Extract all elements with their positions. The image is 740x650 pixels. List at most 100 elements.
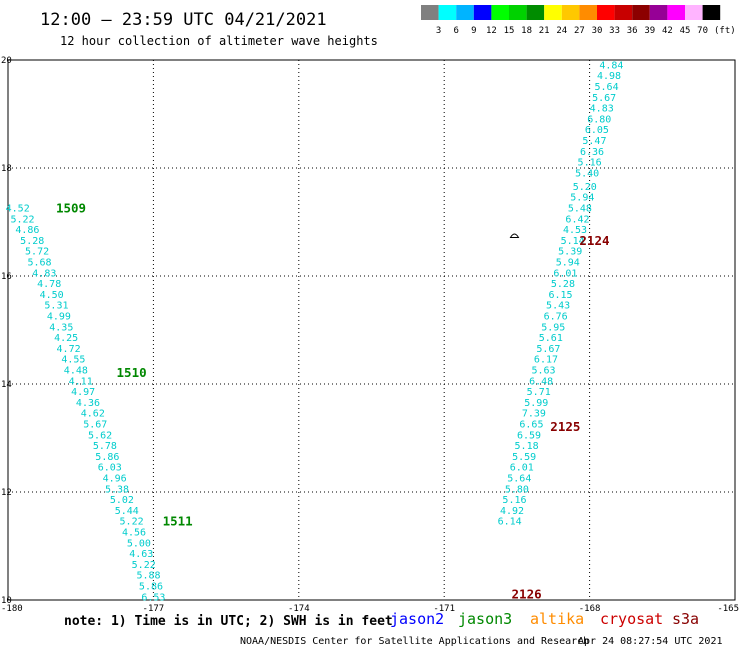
swh-value-cryosat: 6.76 <box>544 312 568 323</box>
swh-value-jason3: 4.11 <box>69 376 93 387</box>
color-scale-legend: 3 6 9 12 15 18 21 24 27 30 33 36 39 42 45 70 <box>421 5 721 36</box>
color-scale-label: 33 <box>609 26 620 36</box>
color-scale-label: 45 <box>680 26 691 36</box>
swh-value-cryosat: 5.94 <box>570 193 594 204</box>
island-shape <box>509 233 520 238</box>
swh-value-jason3: 5.86 <box>95 452 119 463</box>
footer-note: note: 1) Time is in UTC; 2) SWH is in fe… <box>64 614 393 629</box>
pass-number-label: 2125 <box>550 419 580 434</box>
color-scale-swatch <box>685 5 703 20</box>
x-tick-label: -168 <box>579 604 601 614</box>
satellite-legend-jason3: jason3 <box>458 610 512 628</box>
swh-value-cryosat: 7.39 <box>522 409 546 420</box>
swh-value-cryosat: 5.71 <box>527 387 551 398</box>
swh-value-jason3: 4.50 <box>40 290 64 301</box>
color-scale-label: 15 <box>504 26 515 36</box>
y-tick-label: 10 <box>1 596 12 606</box>
swh-value-jason3: 5.22 <box>132 560 156 571</box>
pass-number-label: 1509 <box>56 201 86 216</box>
pass-number-label: 1511 <box>163 514 193 529</box>
color-scale-swatch <box>702 5 721 20</box>
satellite-legend-cryosat: cryosat <box>600 610 663 628</box>
swh-value-jason3: 6.53 <box>141 592 165 603</box>
swh-value-cryosat: 5.43 <box>546 301 570 312</box>
swh-value-cryosat: 5.39 <box>558 247 582 258</box>
swh-value-jason3: 4.56 <box>122 528 146 539</box>
swh-value-cryosat: 4.83 <box>590 104 614 115</box>
x-tick-label: -171 <box>433 604 455 614</box>
color-scale-swatch <box>473 5 492 20</box>
swh-value-cryosat: 6.05 <box>585 125 609 136</box>
color-scale-label: 70 <box>697 26 708 36</box>
y-tick-label: 12 <box>1 488 12 498</box>
swh-value-jason3: 4.97 <box>71 387 95 398</box>
swh-value-cryosat: 5.47 <box>582 136 606 147</box>
swh-value-cryosat: 5.94 <box>556 258 580 269</box>
swh-value-cryosat: 6.17 <box>534 355 558 366</box>
y-tick-label: 18 <box>1 164 12 174</box>
color-scale-swatch <box>649 5 668 20</box>
swh-value-cryosat: 6.14 <box>498 517 522 528</box>
swh-value-jason3: 5.44 <box>115 506 139 517</box>
color-scale-swatch <box>526 5 545 20</box>
chart-subtitle: 12 hour collection of altimeter wave hei… <box>60 34 378 48</box>
swh-value-cryosat: 5.20 <box>573 182 597 193</box>
swh-value-cryosat: 5.80 <box>505 484 529 495</box>
swh-data-labels: 4.525.224.865.285.725.684.834.784.505.31… <box>6 60 624 603</box>
swh-value-jason3: 5.68 <box>27 258 51 269</box>
swh-value-cryosat: 6.59 <box>517 430 541 441</box>
color-scale-label: 12 <box>486 26 497 36</box>
color-scale-swatch <box>421 5 439 20</box>
color-scale-label: 24 <box>556 26 567 36</box>
swh-value-cryosat: 6.01 <box>553 268 577 279</box>
swh-value-jason3: 6.03 <box>98 463 122 474</box>
swh-value-cryosat: 5.67 <box>592 93 616 104</box>
swh-value-jason3: 5.02 <box>110 495 134 506</box>
swh-value-cryosat: 6.80 <box>587 114 611 125</box>
x-tick-label: -165 <box>717 604 739 614</box>
color-scale-swatch <box>614 5 633 20</box>
swh-value-cryosat: 5.48 <box>568 204 592 215</box>
swh-value-jason3: 4.96 <box>103 474 127 485</box>
x-axis-ticks: -180 -177 -174 -171 -168 -165 <box>1 604 739 614</box>
y-tick-label: 14 <box>1 380 12 390</box>
swh-value-jason3: 4.36 <box>76 398 100 409</box>
swh-value-jason3: 5.72 <box>25 247 49 258</box>
color-scale-label: 6 <box>453 26 458 36</box>
satellite-legend-altika: altika <box>530 610 584 628</box>
footer-credit: NOAA/NESDIS Center for Satellite Applica… <box>240 636 589 647</box>
color-scale-label: 3 <box>436 26 441 36</box>
color-scale-label: 30 <box>592 26 603 36</box>
satellite-legend-jason2: jason2 <box>390 610 444 628</box>
swh-value-cryosat: 5.95 <box>541 322 565 333</box>
color-scale-label: 9 <box>471 26 476 36</box>
swh-value-jason3: 4.83 <box>32 268 56 279</box>
swh-value-jason3: 5.67 <box>83 420 107 431</box>
swh-value-cryosat: 5.61 <box>539 333 563 344</box>
plot-frame <box>7 59 736 601</box>
color-scale-label: 39 <box>644 26 655 36</box>
swh-value-cryosat: 4.53 <box>563 225 587 236</box>
swh-value-cryosat: 5.67 <box>536 344 560 355</box>
swh-value-cryosat: 6.15 <box>548 290 572 301</box>
swh-value-jason3: 5.88 <box>137 571 161 582</box>
swh-value-cryosat: 5.59 <box>512 452 536 463</box>
swh-value-jason3: 4.55 <box>61 355 85 366</box>
swh-value-jason3: 4.99 <box>47 312 71 323</box>
swh-value-jason3: 5.62 <box>88 430 112 441</box>
swh-value-cryosat: 4.84 <box>599 60 623 71</box>
swh-value-jason3: 5.86 <box>139 582 163 593</box>
swh-value-jason3: 4.25 <box>54 333 78 344</box>
chart-title: 12:00 – 23:59 UTC 04/21/2021 <box>40 10 327 30</box>
color-scale-swatch <box>561 5 580 20</box>
color-scale-swatch <box>544 5 562 20</box>
swh-value-jason3: 5.38 <box>105 484 129 495</box>
footer-timestamp: Apr 24 08:27:54 UTC 2021 <box>578 636 723 647</box>
swh-value-jason3: 4.48 <box>64 366 88 377</box>
color-scale-label: 36 <box>627 26 638 36</box>
swh-value-cryosat: 5.99 <box>524 398 548 409</box>
x-tick-label: -180 <box>1 604 23 614</box>
satellite-legend-s3a: s3a <box>672 610 699 628</box>
swh-value-cryosat: 5.14 <box>561 236 585 247</box>
